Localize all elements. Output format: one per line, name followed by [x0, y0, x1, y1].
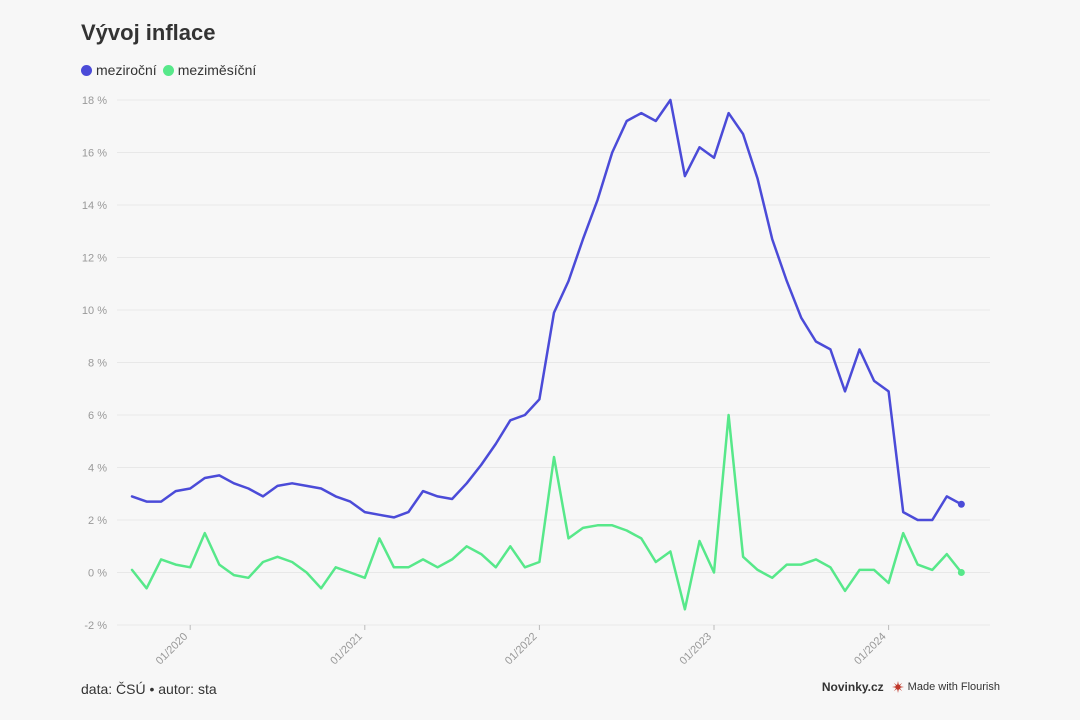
legend-label-mezirocni: meziroční: [96, 62, 157, 78]
y-tick-label: -2 %: [84, 620, 107, 632]
y-tick-label: 12 %: [82, 253, 107, 265]
legend-swatch-mezimesicni: [162, 64, 174, 76]
series-endpoint-1: [957, 569, 965, 576]
series-endpoint-0: [957, 500, 965, 508]
x-tick-label: 01/2021: [328, 631, 365, 668]
x-tick-label: 01/2022: [503, 631, 540, 668]
y-tick-label: 4 %: [88, 463, 107, 475]
y-tick-label: 10 %: [82, 305, 107, 317]
y-tick-label: 8 %: [88, 358, 107, 370]
x-tick-label: 01/2023: [678, 631, 715, 668]
legend-item-mezimesicni[interactable]: meziměsíční: [162, 62, 257, 78]
chart-title: Vývoj inflace: [81, 20, 216, 45]
series-line-0: [130, 98, 963, 522]
made-with-flourish-link[interactable]: Made with Flourish: [907, 681, 1000, 693]
flourish-icon: [891, 681, 904, 693]
y-tick-label: 14 %: [82, 200, 107, 212]
x-tick-label: 01/2020: [154, 631, 191, 668]
legend-label-mezimesicni: meziměsíční: [177, 62, 257, 78]
footer-brand: Novinky.cz Made with Flourish: [822, 680, 1000, 694]
y-tick-label: 18 %: [82, 95, 107, 107]
legend-swatch-mezirocni: [81, 64, 92, 76]
y-tick-label: 6 %: [88, 410, 107, 422]
series-line-1: [130, 413, 963, 611]
y-tick-label: 2 %: [88, 515, 107, 527]
x-tick-label: 01/2024: [852, 631, 889, 668]
novinky-logo[interactable]: Novinky.cz: [821, 680, 884, 694]
data-source-credit: data: ČSÚ • autor: sta: [81, 681, 217, 697]
y-tick-label: 0 %: [88, 568, 107, 580]
legend-item-mezirocni[interactable]: meziroční: [81, 62, 157, 78]
y-tick-label: 16 %: [82, 148, 107, 160]
legend: meziroční meziměsíční: [81, 62, 262, 78]
